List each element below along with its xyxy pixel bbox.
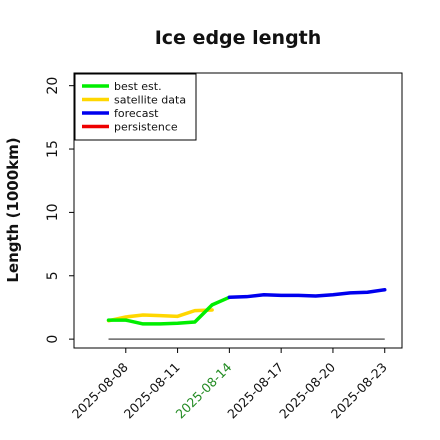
- y-ticks: 0 5 10 15 20: [45, 77, 74, 344]
- series-line-best-est: [106, 295, 232, 326]
- y-tick-label: 20: [45, 77, 61, 95]
- x-ticks: 2025-08-082025-08-112025-08-142025-08-17…: [69, 348, 390, 421]
- legend-label-best-est: best est.: [114, 80, 162, 93]
- plot-frame: [73, 72, 403, 349]
- legend: best est.satellite dataforecastpersisten…: [74, 73, 197, 141]
- x-tick-label: 2025-08-23: [328, 360, 390, 422]
- series-line-satellite-data: [106, 308, 214, 323]
- series-layer: [106, 287, 387, 326]
- y-tick-label: 0: [45, 335, 61, 344]
- legend-label-forecast: forecast: [114, 107, 159, 120]
- y-tick-label: 5: [45, 271, 61, 280]
- series-line-forecast: [227, 287, 387, 300]
- y-tick-label: 15: [45, 140, 61, 158]
- legend-label-persistence: persistence: [114, 121, 178, 134]
- legend-label-satellite-data: satellite data: [114, 94, 186, 107]
- y-tick-label: 10: [45, 203, 61, 221]
- chart-title: Ice edge length: [155, 27, 322, 49]
- y-axis-label: Length (1000km): [4, 137, 22, 282]
